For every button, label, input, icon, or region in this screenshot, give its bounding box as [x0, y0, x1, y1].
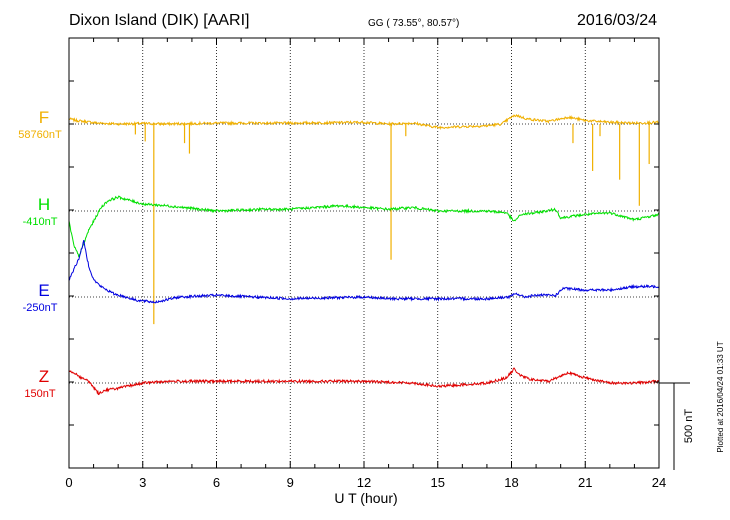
channel-baseline-H: -410nT	[22, 216, 58, 228]
axis-ticks	[68, 38, 660, 468]
x-tick-label: 15	[431, 475, 445, 490]
x-tick-label: 6	[213, 475, 220, 490]
scale-label: 500 nT	[683, 409, 695, 444]
scale-bar: 500 nT	[659, 382, 695, 470]
plot-date: 2016/03/24	[577, 12, 658, 29]
series-layer	[68, 113, 660, 396]
channel-baseline-Z: 150nT	[24, 388, 56, 400]
series-Z	[68, 367, 660, 396]
x-tick-label: 21	[578, 475, 592, 490]
channel-letter-H: H	[37, 195, 51, 214]
station-coords: GG ( 73.55°, 80.57°)	[368, 18, 460, 29]
x-tick-label: 0	[65, 475, 72, 490]
channel-letter-E: E	[38, 281, 50, 300]
series-H	[68, 195, 660, 258]
x-tick-labels: 0 3 6 9 12 15 18 21 24	[65, 475, 666, 490]
channel-letter-F: F	[38, 108, 50, 127]
channel-baseline-E: -250nT	[22, 302, 58, 314]
plot-frame	[68, 37, 660, 469]
channel-letter-Z: Z	[38, 367, 50, 386]
x-tick-label: 24	[652, 475, 666, 490]
gridlines	[142, 38, 586, 468]
x-tick-label: 9	[287, 475, 294, 490]
channel-baseline-F: 58760nT	[18, 129, 62, 141]
x-tick-label: 12	[357, 475, 371, 490]
x-tick-label: 3	[139, 475, 146, 490]
series-F	[68, 113, 659, 131]
x-tick-label: 18	[504, 475, 518, 490]
x-axis-label: U T (hour)	[334, 490, 397, 506]
series-E	[68, 239, 660, 304]
plotted-timestamp: Plotted at 2016/04/24 01:33 UT	[716, 341, 725, 452]
station-title: Dixon Island (DIK) [AARI]	[69, 12, 250, 29]
